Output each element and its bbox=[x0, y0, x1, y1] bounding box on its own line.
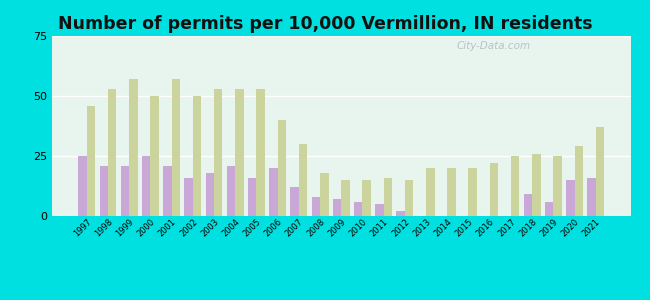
Bar bbox=[248, 178, 257, 216]
Bar bbox=[363, 180, 371, 216]
Bar bbox=[469, 168, 477, 216]
Bar bbox=[524, 194, 532, 216]
Bar bbox=[299, 144, 307, 216]
Bar bbox=[320, 173, 328, 216]
Bar bbox=[354, 202, 363, 216]
Bar bbox=[214, 89, 222, 216]
Bar bbox=[511, 156, 519, 216]
Bar bbox=[150, 96, 159, 216]
Bar bbox=[78, 156, 87, 216]
Bar bbox=[291, 187, 299, 216]
Bar bbox=[311, 197, 320, 216]
Bar bbox=[269, 168, 278, 216]
Bar bbox=[257, 89, 265, 216]
Bar bbox=[185, 178, 193, 216]
Bar bbox=[193, 96, 202, 216]
Bar bbox=[545, 202, 553, 216]
Bar bbox=[447, 168, 456, 216]
Bar bbox=[341, 180, 350, 216]
Text: City-Data.com: City-Data.com bbox=[457, 41, 531, 51]
Bar bbox=[396, 211, 405, 216]
Bar bbox=[205, 173, 214, 216]
Bar bbox=[172, 79, 180, 216]
Bar bbox=[426, 168, 435, 216]
Bar bbox=[575, 146, 583, 216]
Bar bbox=[227, 166, 235, 216]
Bar bbox=[87, 106, 96, 216]
Bar bbox=[129, 79, 138, 216]
Bar bbox=[405, 180, 413, 216]
Bar bbox=[121, 166, 129, 216]
Bar bbox=[553, 156, 562, 216]
Bar bbox=[384, 178, 392, 216]
Bar bbox=[595, 127, 604, 216]
Bar bbox=[532, 154, 541, 216]
Bar bbox=[375, 204, 383, 216]
Text: Number of permits per 10,000 Vermillion, IN residents: Number of permits per 10,000 Vermillion,… bbox=[58, 15, 592, 33]
Bar bbox=[99, 166, 108, 216]
Bar bbox=[235, 89, 244, 216]
Bar bbox=[163, 166, 172, 216]
Bar bbox=[566, 180, 575, 216]
Bar bbox=[333, 199, 341, 216]
Bar bbox=[278, 120, 286, 216]
Bar bbox=[489, 163, 498, 216]
Bar bbox=[142, 156, 150, 216]
Bar bbox=[587, 178, 595, 216]
Bar bbox=[108, 89, 116, 216]
